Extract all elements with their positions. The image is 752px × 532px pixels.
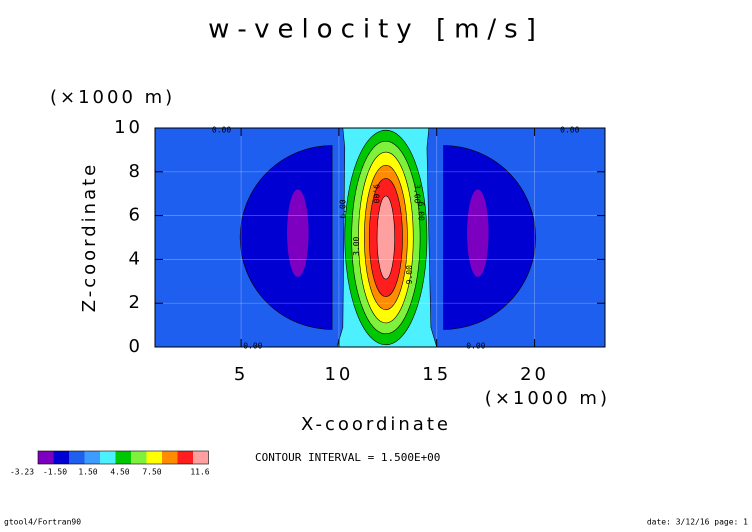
colorbar-box xyxy=(146,451,162,464)
contour-label: 0.00 xyxy=(212,126,231,135)
contour-label: 9.00 xyxy=(405,265,414,284)
footer-right: date: 3/12/16 page: 1 xyxy=(647,518,748,527)
colorbar-box xyxy=(84,451,100,464)
colorbar-box xyxy=(131,451,147,464)
y-axis-label: Z-coordinate xyxy=(79,162,100,313)
x-tick-label: 15 xyxy=(422,364,451,385)
y-tick-label: 2 xyxy=(129,292,143,313)
contour-label: 3.00 xyxy=(352,236,361,255)
plot-area: 0.00 0.000.00 0.003.003.006.006.009.009.00 xyxy=(155,126,605,350)
y-tick-label: 10 xyxy=(114,117,143,138)
plot-frame xyxy=(154,127,606,348)
colorbar-label: 1.50 xyxy=(78,468,97,477)
colorbar-box xyxy=(38,451,54,464)
y-tick-label: 8 xyxy=(129,161,143,182)
x-tick-label: 10 xyxy=(324,364,353,385)
contour-label: 0.00 xyxy=(243,341,262,350)
colorbar-label: 7.50 xyxy=(142,468,161,477)
colorbar-box xyxy=(100,451,116,464)
colorbar-label: 4.50 xyxy=(110,468,129,477)
colorbar-frame xyxy=(37,450,209,465)
minimum-core xyxy=(467,189,489,277)
colorbar-box xyxy=(53,451,69,464)
chart-title: w-velocity [m/s] xyxy=(208,15,544,45)
contour-region xyxy=(376,195,395,280)
x-axis-label: X-coordinate xyxy=(301,414,451,435)
x-tick-label: 5 xyxy=(234,364,248,385)
footer-left: gtool4/Fortran90 xyxy=(4,518,81,527)
contour-label: 9.00 xyxy=(372,184,381,203)
colorbar-label: 11.6 xyxy=(190,468,209,477)
colorbar-box xyxy=(115,451,131,464)
contour-label: 6.00 xyxy=(417,202,426,221)
colorbar-box xyxy=(162,451,178,464)
colorbar-box xyxy=(69,451,85,464)
contour-label: 0.00 xyxy=(560,126,579,135)
y-tick-label: 4 xyxy=(129,248,143,269)
negative-lobe xyxy=(239,145,333,330)
contour-label: 3.00 xyxy=(413,184,422,203)
negative-lobe xyxy=(443,145,536,330)
y-unit: (×1000 m) xyxy=(50,87,175,108)
colorbar-label: -1.50 xyxy=(43,468,67,477)
minimum-core xyxy=(287,189,309,277)
colorbar-box xyxy=(193,451,209,464)
contour-label: 6.00 xyxy=(338,199,347,218)
colorbar-label: -3.23 xyxy=(10,468,34,477)
x-tick-label: 20 xyxy=(520,364,549,385)
y-tick-label: 0 xyxy=(129,336,143,357)
x-unit: (×1000 m) xyxy=(485,388,610,409)
y-tick-label: 6 xyxy=(129,205,143,226)
contour-label: 0.00 xyxy=(466,341,485,350)
colorbar-box xyxy=(177,451,193,464)
contour-interval: CONTOUR INTERVAL = 1.500E+00 xyxy=(255,451,440,464)
